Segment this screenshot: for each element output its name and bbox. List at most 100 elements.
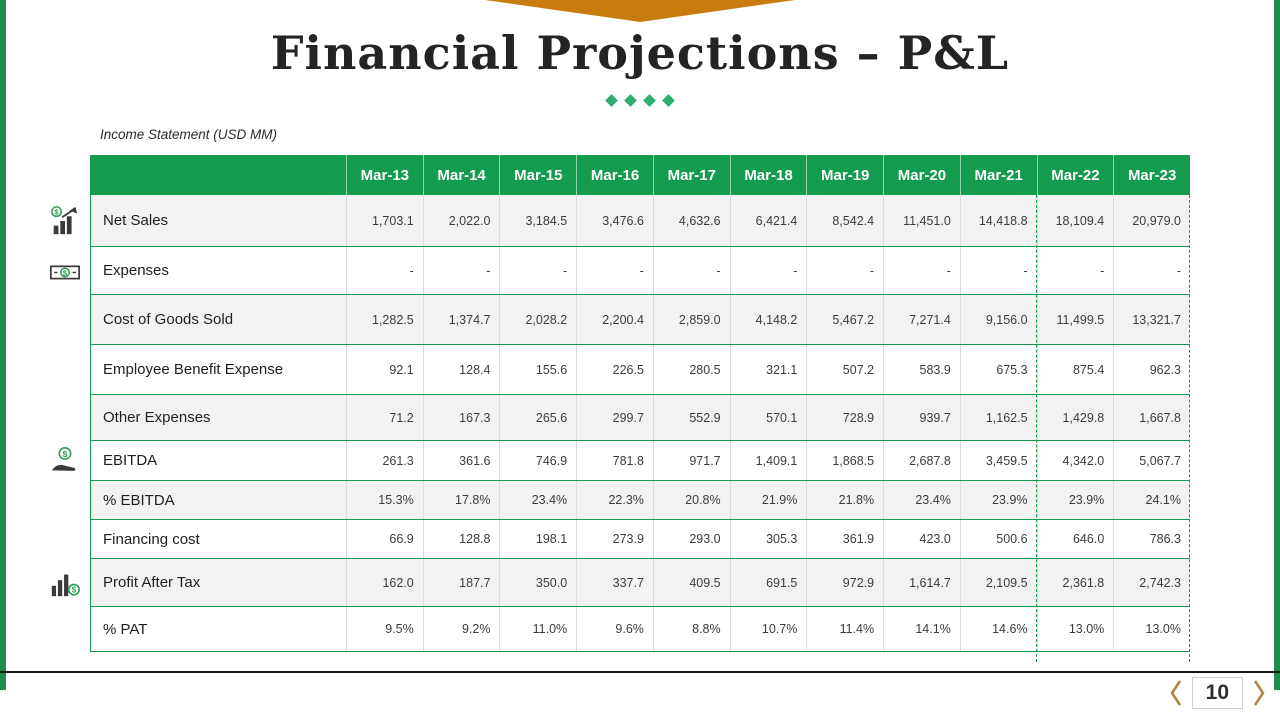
column-header: Mar-17 [652,155,730,195]
cell-value: 9,156.0 [959,295,1037,344]
cell-value: 972.9 [806,559,883,606]
cell-value: 361.6 [422,441,500,480]
row-label: Employee Benefit Expense [103,361,284,378]
cell-value: 11.4% [806,607,883,651]
table-row: Other Expenses 71.2 167.3 265.6 299.7 552.9 57… [91,395,1190,441]
cell-value: 939.7 [883,395,960,440]
cell-value: 1,162.5 [959,395,1037,440]
svg-text:$: $ [72,586,77,595]
table-row: EBITDA 261.3 361.6 746.9 781.8 971.7 1,409.1 1,… [91,441,1190,481]
cell-value: 14.1% [883,607,960,651]
cell-value: 10.7% [729,607,807,651]
table-row: Profit After Tax 162.0 187.7 350.0 337.7 409.… [91,559,1190,607]
cell-value: 1,409.1 [729,441,807,480]
column-header: Mar-23 [1113,155,1190,195]
table-row: Financing cost 66.9 128.8 198.1 273.9 293.0 30… [91,520,1190,559]
row-label: Profit After Tax [103,574,201,591]
cell-value: 128.8 [422,520,500,558]
cell-value: 265.6 [499,395,576,440]
table-row: Cost of Goods Sold 1,282.5 1,374.7 2,028.2 2… [91,295,1190,345]
cell-value: - [652,247,730,294]
table-body: Net Sales 1,703.1 2,022.0 3,184.5 3,476.6 4,6… [91,195,1190,652]
cell-value: 22.3% [576,481,653,519]
table-row: Expenses - - - - - - - - - - - [91,247,1190,295]
diamond-icon [624,94,637,107]
footer-divider [0,671,1280,673]
chevron-right-icon[interactable] [1252,678,1266,708]
cell-value: 299.7 [576,395,653,440]
cell-value: 646.0 [1036,520,1114,558]
cell-value: 11.0% [499,607,576,651]
cell-value: 17.8% [422,481,500,519]
diamond-icon [662,94,675,107]
cell-value: 3,476.6 [576,195,653,246]
cell-value: 2,028.2 [499,295,576,344]
svg-text:$: $ [63,268,68,277]
cell-value: 187.7 [422,559,500,606]
label-column-spacer [91,155,346,195]
cell-value: 4,148.2 [729,295,807,344]
svg-text:$: $ [54,207,59,216]
cell-value: 155.6 [499,345,576,394]
cell-value: 675.3 [959,345,1037,394]
cell-value: 1,374.7 [422,295,500,344]
cell-value: - [346,247,423,294]
cell-value: - [1113,247,1190,294]
cell-value: 23.4% [883,481,960,519]
page-number: 10 [1191,677,1243,709]
cell-value: 66.9 [346,520,423,558]
cell-value: 3,459.5 [959,441,1037,480]
cell-value: 728.9 [806,395,883,440]
diamond-icon [605,94,618,107]
cell-value: - [1036,247,1114,294]
cell-value: 962.3 [1113,345,1190,394]
cell-value: 11,451.0 [883,195,960,246]
cell-value: 786.3 [1113,520,1190,558]
cell-value: 9.2% [422,607,500,651]
page-title: Financial Projections – P&L [270,26,1010,80]
row-label: Financing cost [103,530,200,548]
cell-value: 423.0 [883,520,960,558]
cell-value: 23.9% [1036,481,1114,519]
cell-value: 18,109.4 [1036,195,1114,246]
cell-value: 8.8% [652,607,730,651]
cell-value: 570.1 [729,395,807,440]
left-accent-bar [0,0,6,690]
cell-value: - [422,247,500,294]
row-label: % EBITDA [103,491,175,509]
cell-value: 8,542.4 [806,195,883,246]
row-label: Other Expenses [103,409,211,426]
table-row: Net Sales 1,703.1 2,022.0 3,184.5 3,476.6 4,6… [91,195,1190,247]
column-header: Mar-19 [806,155,883,195]
chevron-left-icon[interactable] [1169,678,1183,708]
cell-value: 128.4 [422,345,500,394]
cell-value: - [959,247,1037,294]
diamond-decorations [0,94,1280,107]
cell-value: 23.4% [499,481,576,519]
cell-value: 1,667.8 [1113,395,1190,440]
cell-value: 4,632.6 [652,195,730,246]
cell-value: 1,614.7 [883,559,960,606]
cell-value: 781.8 [576,441,653,480]
cell-value: 361.9 [806,520,883,558]
cell-value: 21.9% [729,481,807,519]
table-caption: Income Statement (USD MM) [100,127,278,142]
income-statement-table: Mar-13 Mar-14 Mar-15 Mar-16 Mar-17 Mar-18 Mar-… [90,155,1190,652]
cell-value: 3,184.5 [499,195,576,246]
right-accent-bar [1274,0,1280,690]
cell-value: 5,467.2 [806,295,883,344]
cell-value: 71.2 [346,395,423,440]
column-header: Mar-13 [346,155,423,195]
cell-value: 875.4 [1036,345,1114,394]
cell-value: 2,742.3 [1113,559,1190,606]
column-header: Mar-15 [499,155,576,195]
cell-value: 92.1 [346,345,423,394]
cell-value: - [806,247,883,294]
cell-value: 14.6% [959,607,1037,651]
cell-value: 1,282.5 [346,295,423,344]
cell-value: - [729,247,807,294]
cell-value: 13.0% [1036,607,1114,651]
cell-value: - [883,247,960,294]
cell-value: 1,703.1 [346,195,423,246]
